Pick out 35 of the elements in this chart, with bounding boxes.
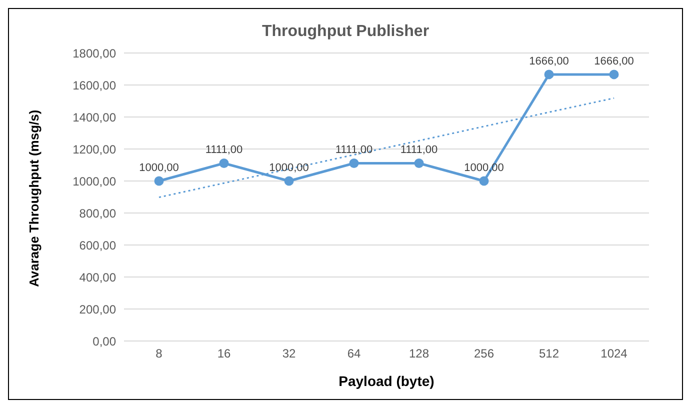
y-tick-label: 400,00 bbox=[79, 270, 116, 284]
chart-title: Throughput Publisher bbox=[260, 23, 430, 41]
point bbox=[219, 158, 229, 168]
data-label: 1666,00 bbox=[594, 55, 634, 68]
x-axis-title: Payload (byte) bbox=[338, 373, 434, 389]
y-tick-label: 600,00 bbox=[79, 238, 116, 252]
point bbox=[154, 176, 164, 186]
point bbox=[609, 70, 619, 80]
point bbox=[414, 158, 424, 168]
x-tick-label: 1024 bbox=[600, 346, 628, 361]
y-tick-label: 1600,00 bbox=[72, 78, 116, 92]
x-tick-label: 8 bbox=[156, 346, 163, 361]
y-tick-label: 1200,00 bbox=[72, 142, 116, 156]
x-tick-label: 16 bbox=[217, 346, 231, 361]
x-tick-label: 32 bbox=[282, 346, 296, 361]
y-tick-label: 0,00 bbox=[92, 334, 116, 348]
point bbox=[544, 70, 554, 80]
data-label: 1111,00 bbox=[400, 144, 438, 156]
y-tick-label: 1800,00 bbox=[72, 46, 116, 60]
y-axis-title: Avarage Throughput (msg/s) bbox=[26, 110, 42, 287]
point bbox=[479, 176, 489, 186]
y-tick-label: 1000,00 bbox=[72, 174, 116, 188]
y-tick-label: 1400,00 bbox=[72, 110, 116, 124]
x-tick-label: 64 bbox=[347, 346, 361, 361]
y-tick-label: 200,00 bbox=[79, 302, 116, 316]
x-tick-label: 128 bbox=[408, 346, 430, 361]
x-tick-label: 256 bbox=[474, 346, 494, 361]
data-label: 1111,00 bbox=[205, 144, 243, 156]
point bbox=[349, 158, 359, 168]
data-label: 1666,00 bbox=[529, 55, 569, 68]
point bbox=[284, 176, 294, 186]
x-tick-label: 512 bbox=[538, 346, 560, 361]
data-label: 1111,00 bbox=[335, 144, 373, 156]
data-label: 1000,00 bbox=[139, 162, 179, 174]
y-tick-label: 800,00 bbox=[79, 206, 116, 220]
